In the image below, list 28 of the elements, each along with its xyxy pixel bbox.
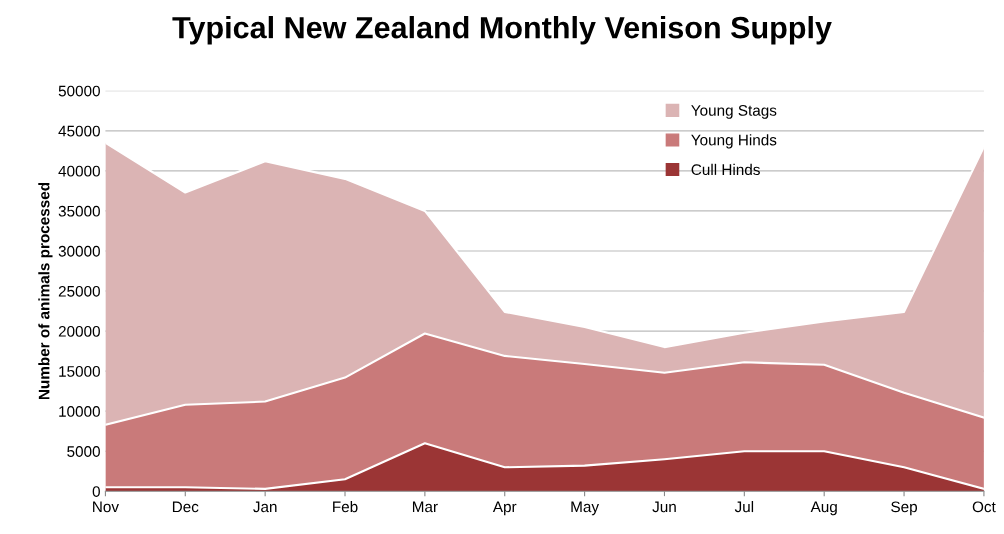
- x-tick-label: Jan: [253, 501, 277, 513]
- chart-title: Typical New Zealand Monthly Venison Supply: [172, 16, 832, 45]
- x-tick-label: Apr: [492, 501, 517, 516]
- x-tick-label: Oct: [972, 501, 996, 513]
- x-tick-label: May: [571, 501, 600, 516]
- y-tick-label: 5000: [67, 446, 100, 457]
- y-tick-label: 45000: [58, 125, 100, 137]
- x-tick-label: Aug: [810, 501, 837, 516]
- y-tick-label: 15000: [59, 366, 100, 377]
- y-tick-label: 20000: [58, 325, 100, 337]
- y-tick-label: 10000: [59, 406, 100, 417]
- y-tick-label: 0: [92, 486, 100, 497]
- y-tick-label: 30000: [58, 245, 100, 257]
- legend-label: Cull Hinds: [691, 163, 760, 176]
- y-tick-label: 35000: [58, 205, 100, 217]
- x-tick-label: Feb: [333, 501, 358, 513]
- legend-label: Young Hinds: [691, 134, 777, 149]
- legend-label: Young Stags: [691, 105, 777, 119]
- x-tick-label: Jul: [734, 501, 754, 513]
- y-tick-label: 25000: [58, 285, 100, 297]
- x-tick-label: Mar: [412, 501, 438, 513]
- y-tick-label: 50000: [58, 85, 100, 97]
- x-tick-label: Jun: [652, 501, 676, 513]
- x-tick-label: Nov: [93, 501, 119, 513]
- x-tick-label: Sep: [891, 501, 918, 516]
- x-tick-label: Dec: [172, 501, 199, 513]
- y-axis-title: Number of animals processed: [38, 182, 53, 400]
- y-tick-label: 40000: [58, 165, 100, 177]
